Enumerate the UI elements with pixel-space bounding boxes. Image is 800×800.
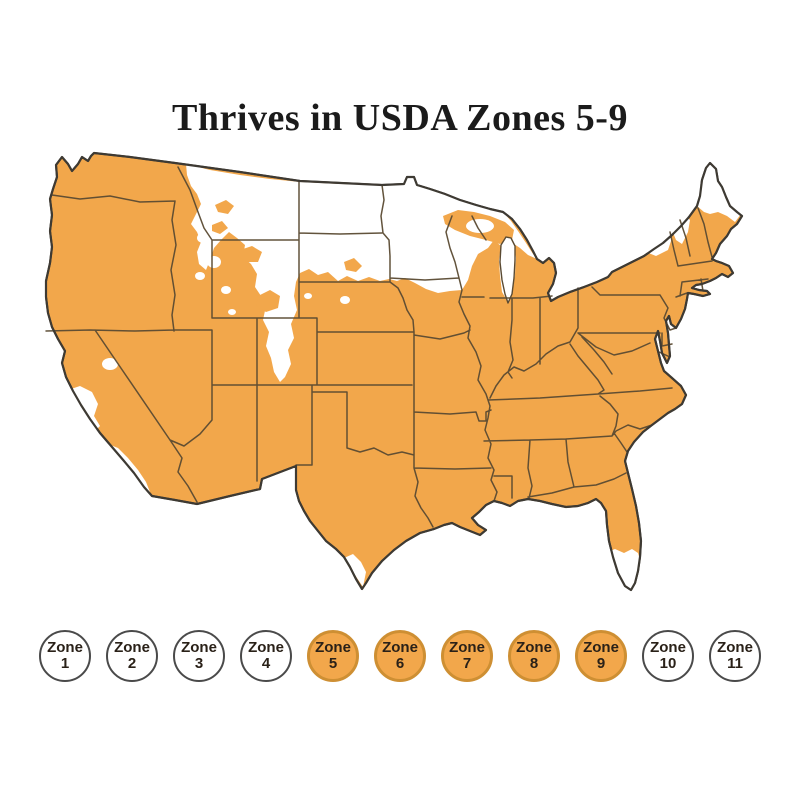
zone-badge-number: 1 — [60, 655, 70, 672]
vermont-nh-cold-patch — [666, 210, 690, 244]
zone-badge-label: Zone — [181, 639, 217, 657]
zone-badge-label: Zone — [516, 639, 552, 657]
zone-badge-label: Zone — [47, 639, 83, 657]
zone-badge-number: 3 — [194, 655, 204, 672]
zone-badge-label: Zone — [315, 639, 351, 657]
page-title: Thrives in USDA Zones 5-9 — [172, 97, 628, 139]
south-florida-warm-zone — [607, 549, 640, 589]
nebraska-cold-spot-2 — [304, 293, 312, 299]
idaho-cold-spot-2 — [207, 256, 221, 268]
zone-4-badge: Zone 4 — [240, 630, 292, 682]
zone-9-badge: Zone 9 — [575, 630, 627, 682]
zone-badge-number: 4 — [261, 655, 271, 672]
adirondacks-cold-patch — [640, 224, 672, 256]
zone-badge-number: 11 — [727, 655, 743, 672]
zone-badge-number: 2 — [127, 655, 137, 672]
upper-michigan-cold-spot — [466, 219, 494, 233]
nebraska-cold-spot-1 — [340, 296, 350, 304]
south-dakota-warm-patch — [344, 258, 362, 272]
utah-cold-spot-2 — [228, 309, 236, 315]
zone-badge-number: 7 — [462, 655, 472, 672]
zone-2-badge: Zone 2 — [106, 630, 158, 682]
sierra-cold-spot — [102, 358, 118, 370]
utah-cold-spot-1 — [221, 286, 231, 294]
idaho-cold-spot-3 — [195, 272, 205, 280]
zone-6-badge: Zone 6 — [374, 630, 426, 682]
zone-7-badge: Zone 7 — [441, 630, 493, 682]
zone-8-badge: Zone 8 — [508, 630, 560, 682]
zone-badge-number: 10 — [659, 655, 677, 672]
zone-3-badge: Zone 3 — [173, 630, 225, 682]
montana-warm-patch-1 — [215, 200, 234, 214]
zone-badge-label: Zone — [382, 639, 418, 657]
zone-badge-number: 9 — [596, 655, 606, 672]
zone-badge-label: Zone — [449, 639, 485, 657]
zone-badge-label: Zone — [583, 639, 619, 657]
zone-badge-number: 5 — [328, 655, 338, 672]
zone-badge-label: Zone — [650, 639, 686, 657]
national-border — [44, 151, 744, 592]
zone-legend: Zone 1 Zone 2 Zone 3 Zone 4 Zone 5 Zone … — [0, 630, 800, 682]
zone-badge-number: 6 — [395, 655, 405, 672]
zone-badge-label: Zone — [717, 639, 753, 657]
wyoming-warm-patch-south — [256, 290, 280, 312]
south-texas-warm-zone — [344, 554, 366, 587]
cold-speckles — [102, 219, 552, 370]
state-borders — [45, 166, 713, 528]
zone-5-badge: Zone 5 — [307, 630, 359, 682]
zone-10-badge: Zone 10 — [642, 630, 694, 682]
lower-michigan-cold-spot — [530, 238, 552, 256]
wyoming-warm-patch-north — [238, 246, 262, 262]
zone-badge-label: Zone — [248, 639, 284, 657]
montana-warm-patch-2 — [212, 221, 228, 234]
zone-badge-label: Zone — [114, 639, 150, 657]
idaho-cold-spot-1 — [197, 233, 209, 243]
zone-badge-number: 8 — [529, 655, 539, 672]
maine-cold-patch — [697, 164, 741, 222]
zone-1-badge: Zone 1 — [39, 630, 91, 682]
zone-11-badge: Zone 11 — [709, 630, 761, 682]
